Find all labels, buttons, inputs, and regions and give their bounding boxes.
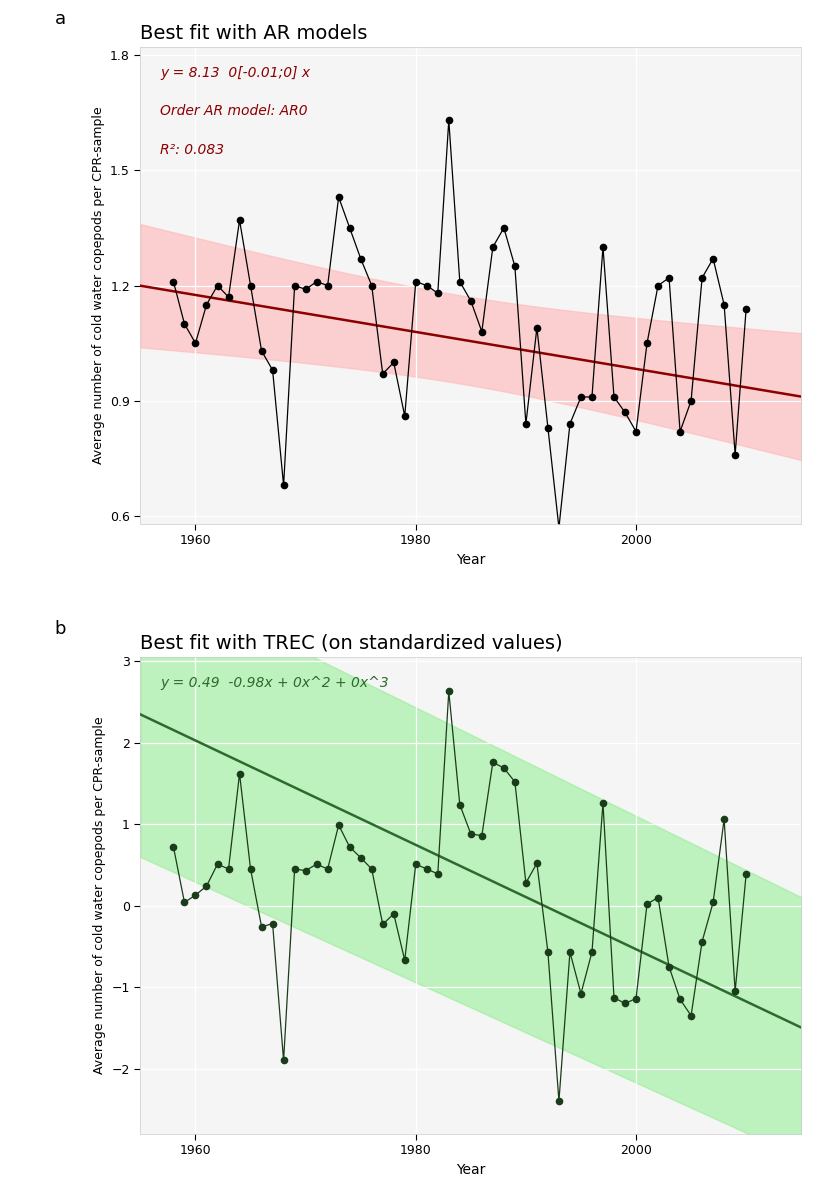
Text: b: b bbox=[55, 620, 66, 638]
Text: y = 0.49  -0.98x + 0x^2 + 0x^3: y = 0.49 -0.98x + 0x^2 + 0x^3 bbox=[160, 677, 389, 690]
Text: Best fit with AR models: Best fit with AR models bbox=[140, 24, 368, 43]
Text: Order AR model: AR0: Order AR model: AR0 bbox=[160, 104, 308, 118]
X-axis label: Year: Year bbox=[456, 553, 486, 567]
X-axis label: Year: Year bbox=[456, 1163, 486, 1176]
Y-axis label: Average number of cold water copepods per CPR-sample: Average number of cold water copepods pe… bbox=[92, 106, 105, 464]
Text: a: a bbox=[55, 11, 65, 28]
Text: R²: 0.083: R²: 0.083 bbox=[160, 143, 225, 157]
Y-axis label: Average number of cold water copepods per CPR-sample: Average number of cold water copepods pe… bbox=[93, 717, 106, 1075]
Text: Best fit with TREC (on standardized values): Best fit with TREC (on standardized valu… bbox=[140, 634, 563, 653]
Text: y = 8.13  0[-0.01;0] x: y = 8.13 0[-0.01;0] x bbox=[160, 66, 311, 80]
